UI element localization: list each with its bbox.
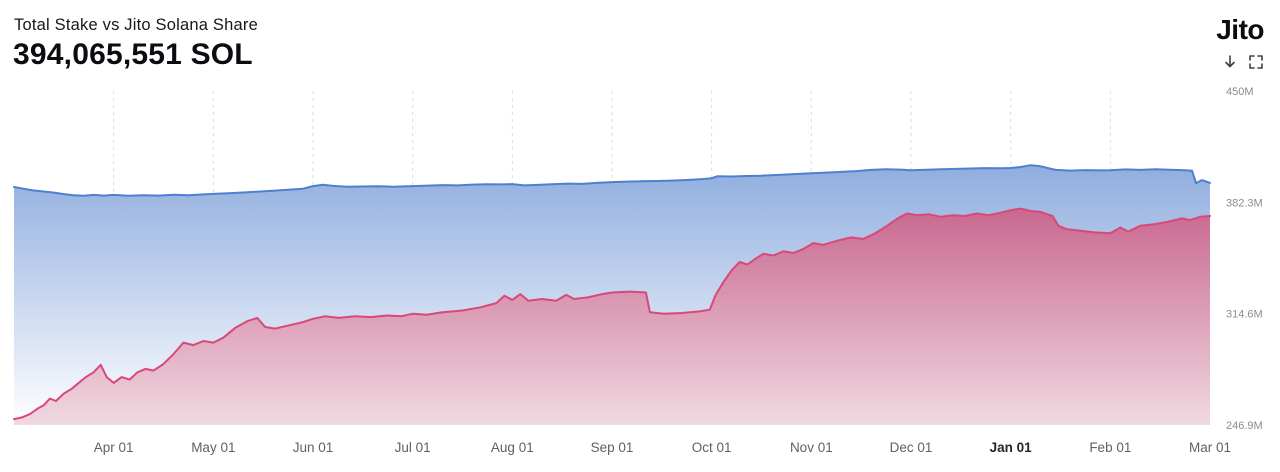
- svg-text:Dec 01: Dec 01: [890, 440, 933, 455]
- svg-text:450M: 450M: [1226, 86, 1254, 98]
- svg-text:Apr 01: Apr 01: [94, 440, 134, 455]
- svg-text:382.3M: 382.3M: [1226, 197, 1263, 209]
- jito-logo: Jito: [1216, 14, 1264, 45]
- svg-text:Sep 01: Sep 01: [591, 440, 634, 455]
- svg-text:Aug 01: Aug 01: [491, 440, 534, 455]
- svg-text:Mar 01: Mar 01: [1189, 440, 1231, 455]
- svg-text:Jun 01: Jun 01: [293, 440, 334, 455]
- svg-text:Nov 01: Nov 01: [790, 440, 833, 455]
- svg-text:314.6M: 314.6M: [1226, 309, 1263, 321]
- svg-text:May 01: May 01: [191, 440, 235, 455]
- svg-text:Feb 01: Feb 01: [1089, 440, 1131, 455]
- svg-text:Jan 01: Jan 01: [990, 440, 1033, 455]
- chart-title: Total Stake vs Jito Solana Share: [14, 16, 258, 34]
- chart-current-value: 394,065,551 SOL: [13, 38, 253, 71]
- svg-text:246.9M: 246.9M: [1226, 420, 1263, 432]
- expand-icon[interactable]: [1248, 54, 1264, 70]
- chart-controls: [1222, 54, 1264, 70]
- download-icon[interactable]: [1222, 54, 1238, 70]
- svg-text:Oct 01: Oct 01: [692, 440, 732, 455]
- svg-text:Jul 01: Jul 01: [395, 440, 431, 455]
